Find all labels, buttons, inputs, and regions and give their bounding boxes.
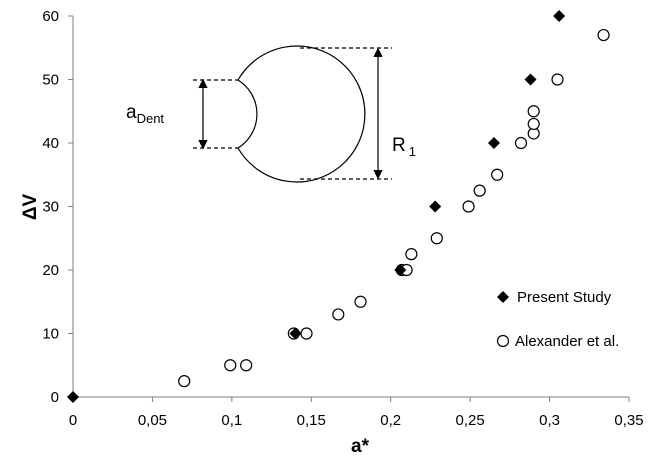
present-study-point	[289, 327, 302, 340]
x-tick-label: 0,35	[614, 412, 643, 429]
data-points	[67, 10, 610, 403]
y-tick-label: 10	[42, 326, 59, 343]
x-tick-label: 0,2	[380, 412, 401, 429]
dent-arrow-head-bottom	[198, 139, 208, 150]
x-tick-label: 0	[69, 412, 77, 429]
y-tick-label: 50	[42, 72, 59, 89]
alexander-point	[597, 28, 610, 42]
alexander-point	[332, 308, 345, 321]
legend-present-study-marker	[497, 291, 509, 303]
alexander-point	[224, 359, 237, 372]
x-tick-label: 0,15	[297, 412, 326, 429]
alexander-point	[473, 184, 486, 197]
present-study-point	[394, 264, 407, 276]
present-study-point	[553, 10, 566, 22]
present-study-point	[67, 391, 79, 403]
legend-alexander-marker	[496, 334, 510, 348]
dent-label: aDent	[126, 102, 164, 126]
alexander-point	[300, 327, 313, 340]
x-tick-label: 0,3	[539, 412, 560, 429]
dent-label-sub: Dent	[137, 111, 165, 126]
present-study-point	[487, 137, 500, 149]
alexander-point	[551, 73, 564, 86]
radius-label-main: R	[392, 135, 406, 156]
radius-arrow-head-bottom	[373, 169, 383, 180]
legend-present-study-label: Present Study	[517, 289, 612, 306]
dented-circle-outline	[237, 45, 366, 183]
y-tick-label: 40	[42, 135, 59, 152]
x-tick-label: 0,1	[221, 412, 242, 429]
alexander-point	[462, 200, 475, 213]
x-tick-labels: 0 0,05 0,1 0,15 0,2 0,25 0,3 0,35	[69, 412, 644, 429]
alexander-point	[491, 168, 504, 181]
tick-marks	[68, 15, 630, 402]
x-axis-title: a*	[351, 436, 370, 457]
alexander-point	[527, 105, 540, 118]
alexander-point	[514, 136, 528, 150]
y-axis-title: ΔV	[20, 194, 41, 221]
y-tick-label: 20	[42, 262, 59, 279]
dent-arrow-head-top	[198, 78, 208, 89]
alexander-point	[354, 295, 367, 308]
alexander-point	[527, 117, 540, 131]
alexander-point	[178, 375, 191, 388]
x-tick-label: 0,05	[138, 412, 167, 429]
legend-alexander-label: Alexander et al.	[515, 333, 619, 350]
radius-arrow-head-top	[373, 47, 383, 58]
y-tick-label: 0	[51, 389, 59, 406]
alexander-point	[240, 359, 253, 372]
present-study-point	[524, 73, 537, 86]
y-tick-label: 60	[42, 8, 59, 25]
legend: Present Study Alexander et al.	[496, 289, 619, 350]
y-tick-label: 30	[42, 199, 59, 216]
y-tick-labels: 0 10 20 30 40 50 60	[42, 8, 59, 406]
radius-label-sub: 1	[409, 144, 416, 159]
dent-geometry-inset	[193, 45, 392, 183]
dent-label-main: a	[126, 102, 137, 123]
present-study-point	[429, 200, 442, 213]
alexander-point	[405, 248, 418, 261]
x-tick-label: 0,25	[456, 412, 485, 429]
alexander-point	[430, 232, 443, 245]
